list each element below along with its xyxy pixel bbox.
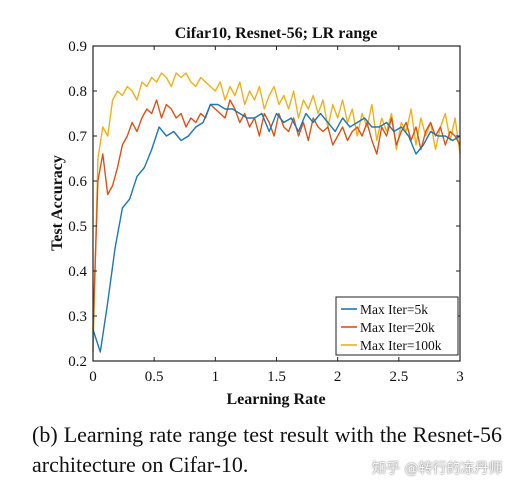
y-axis-label: Test Accuracy: [49, 155, 66, 251]
series-line-1: [92, 99, 461, 330]
x-tick-label: 2: [334, 369, 342, 385]
x-tick-label: 0: [89, 369, 97, 385]
y-tick-label: 0.7: [68, 129, 87, 145]
chart-title: Cifar10, Resnet-56; LR range: [175, 25, 378, 42]
legend: Max Iter=5k Max Iter=20k Max Iter=100k: [335, 296, 459, 356]
legend-box: [335, 296, 459, 356]
series-line-2: [92, 72, 461, 353]
y-tick-label: 0.6: [68, 174, 87, 190]
legend-label: Max Iter=100k: [360, 338, 442, 353]
x-tick-label: 1.5: [267, 369, 286, 385]
y-tick-label: 0.8: [68, 84, 87, 100]
watermark: 知乎 @转行的冻丹师: [372, 461, 503, 477]
figure-caption: (b) Learning rate range test result with…: [32, 422, 502, 477]
y-tick-label: 0.4: [68, 264, 87, 280]
legend-label: Max Iter=5k: [360, 302, 428, 317]
x-tick-label: 0.5: [145, 369, 164, 385]
lr-range-chart: 0 0.5 1 1.5 2 2.5 3 0.2 0.3 0.4 0.5 0.6 0.7 0.8 0.9 Ci…: [49, 25, 464, 408]
y-tick-label: 0.9: [68, 39, 87, 55]
y-tick-label: 0.5: [68, 219, 87, 235]
legend-label: Max Iter=20k: [360, 320, 435, 335]
x-axis-label: Learning Rate: [226, 391, 325, 408]
x-tick-label: 1: [212, 369, 220, 385]
x-tick-label: 2.5: [389, 369, 408, 385]
x-tick-label: 3: [456, 369, 464, 385]
y-tick-label: 0.2: [68, 354, 87, 370]
series-line-0: [92, 103, 461, 353]
y-tick-label: 0.3: [68, 309, 87, 325]
